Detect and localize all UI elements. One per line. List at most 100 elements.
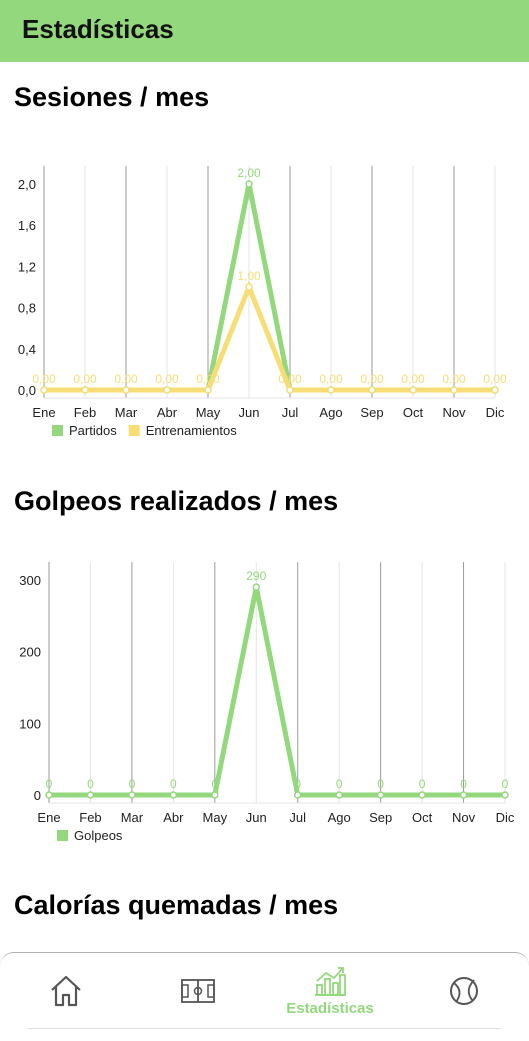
data-point xyxy=(128,791,136,799)
data-label: 0 xyxy=(170,777,177,791)
data-label: 0 xyxy=(46,777,53,791)
data-label: 0 xyxy=(87,777,94,791)
x-tick-label: Dic xyxy=(496,810,515,825)
data-label: 1,00 xyxy=(237,269,261,283)
calories-title: Calorías quemadas / mes xyxy=(14,890,339,920)
data-point xyxy=(368,386,376,394)
data-label: 0 xyxy=(129,777,136,791)
data-label: 0 xyxy=(294,777,301,791)
data-point xyxy=(40,386,48,394)
x-tick-label: Jun xyxy=(246,810,267,825)
x-tick-label: Mar xyxy=(115,405,138,420)
x-tick-label: Jul xyxy=(282,405,299,420)
data-point xyxy=(204,386,212,394)
nav-field[interactable] xyxy=(168,953,228,1029)
sessions-title: Sesiones / mes xyxy=(14,82,210,112)
sessions-chart: 0,0 0,4 0,8 1,2 1,6 2,0 Ene Feb Mar Abr May Jun Jul A… xyxy=(18,166,507,438)
data-point xyxy=(252,583,261,591)
x-tick-label: Feb xyxy=(74,405,96,420)
data-label: 0 xyxy=(502,777,509,791)
data-label: 0,00 xyxy=(155,372,179,386)
nav-statistics-label: Estadísticas xyxy=(286,1000,374,1017)
data-point xyxy=(169,791,178,799)
data-point xyxy=(376,791,385,799)
data-point xyxy=(409,386,417,394)
data-label: 0,00 xyxy=(483,372,507,386)
data-point xyxy=(245,283,253,291)
data-point xyxy=(81,386,89,394)
y-tick-label: 1,2 xyxy=(18,259,36,274)
data-point xyxy=(459,791,468,799)
data-point xyxy=(163,386,171,394)
x-tick-label: Jul xyxy=(289,810,306,825)
data-label: 0,00 xyxy=(114,372,138,386)
data-label: 0 xyxy=(336,777,343,791)
data-label: 290 xyxy=(246,569,266,583)
x-tick-label: Abr xyxy=(157,405,178,420)
y-tick-label: 0,4 xyxy=(18,342,36,357)
data-label: 0,00 xyxy=(360,372,384,386)
data-label: 0,00 xyxy=(442,372,466,386)
x-tick-label: Jun xyxy=(239,405,260,420)
data-point xyxy=(286,386,294,394)
x-tick-label: May xyxy=(196,405,221,420)
x-tick-label: Sep xyxy=(360,405,383,420)
y-tick-label: 200 xyxy=(19,645,41,660)
data-label: 0,00 xyxy=(278,372,302,386)
x-tick-label: Feb xyxy=(79,810,101,825)
y-tick-label: 100 xyxy=(19,716,41,731)
y-tick-label: 1,6 xyxy=(18,218,36,233)
data-point xyxy=(418,791,426,799)
legend-swatch xyxy=(52,425,63,436)
nav-divider xyxy=(28,1028,501,1029)
ball-icon xyxy=(450,977,478,1005)
data-point xyxy=(122,386,130,394)
legend-swatch xyxy=(128,425,140,436)
data-point xyxy=(335,791,343,799)
app-bar: Estadísticas xyxy=(0,0,529,62)
x-tick-label: Oct xyxy=(412,810,433,825)
data-label: 0 xyxy=(211,777,218,791)
nav-ball[interactable] xyxy=(434,953,494,1029)
y-tick-label: 0,8 xyxy=(18,301,36,316)
x-tick-label: Ene xyxy=(37,810,60,825)
x-tick-label: Dic xyxy=(486,405,505,420)
page-title: Estadísticas xyxy=(22,14,174,44)
series-line xyxy=(49,586,505,798)
data-point xyxy=(501,791,509,799)
strikes-title: Golpeos realizados / mes xyxy=(14,486,339,516)
stats-chart-icon xyxy=(315,967,346,996)
legend-swatch xyxy=(57,830,68,841)
nav-statistics[interactable]: Estadísticas xyxy=(270,953,390,1029)
data-point xyxy=(245,180,253,188)
data-point xyxy=(450,386,458,394)
x-tick-label: May xyxy=(203,810,228,825)
y-tick-label: 2,0 xyxy=(18,177,36,192)
data-label: 0,00 xyxy=(319,372,343,386)
data-label: 2,00 xyxy=(237,166,261,180)
y-tick-label: 300 xyxy=(19,573,41,588)
legend-label: Partidos xyxy=(69,423,117,438)
x-tick-label: Ago xyxy=(319,405,342,420)
x-tick-label: Mar xyxy=(121,810,144,825)
data-point xyxy=(45,791,53,799)
x-tick-label: Nov xyxy=(452,810,476,825)
series-line xyxy=(44,280,495,393)
y-tick-label: 0,0 xyxy=(18,383,36,398)
legend-label: Golpeos xyxy=(74,828,123,843)
field-icon xyxy=(181,979,215,1003)
data-label: 0 xyxy=(419,777,426,791)
bottom-navigation: Estadísticas xyxy=(0,952,529,1041)
nav-home[interactable] xyxy=(36,953,96,1029)
data-label: 0,00 xyxy=(73,372,97,386)
y-tick-label: 0 xyxy=(34,788,41,803)
data-label: 0 xyxy=(377,777,384,791)
data-label: 0,00 xyxy=(401,372,425,386)
data-point xyxy=(327,386,335,394)
data-point xyxy=(293,791,302,799)
x-tick-label: Ene xyxy=(32,405,55,420)
x-tick-label: Nov xyxy=(442,405,466,420)
home-icon xyxy=(51,975,81,1007)
strikes-chart: 0 100 200 300 Ene Feb Mar Abr May Jun Jul Ago Sep Oct… xyxy=(19,562,515,843)
data-label: 0,00 xyxy=(196,372,220,386)
